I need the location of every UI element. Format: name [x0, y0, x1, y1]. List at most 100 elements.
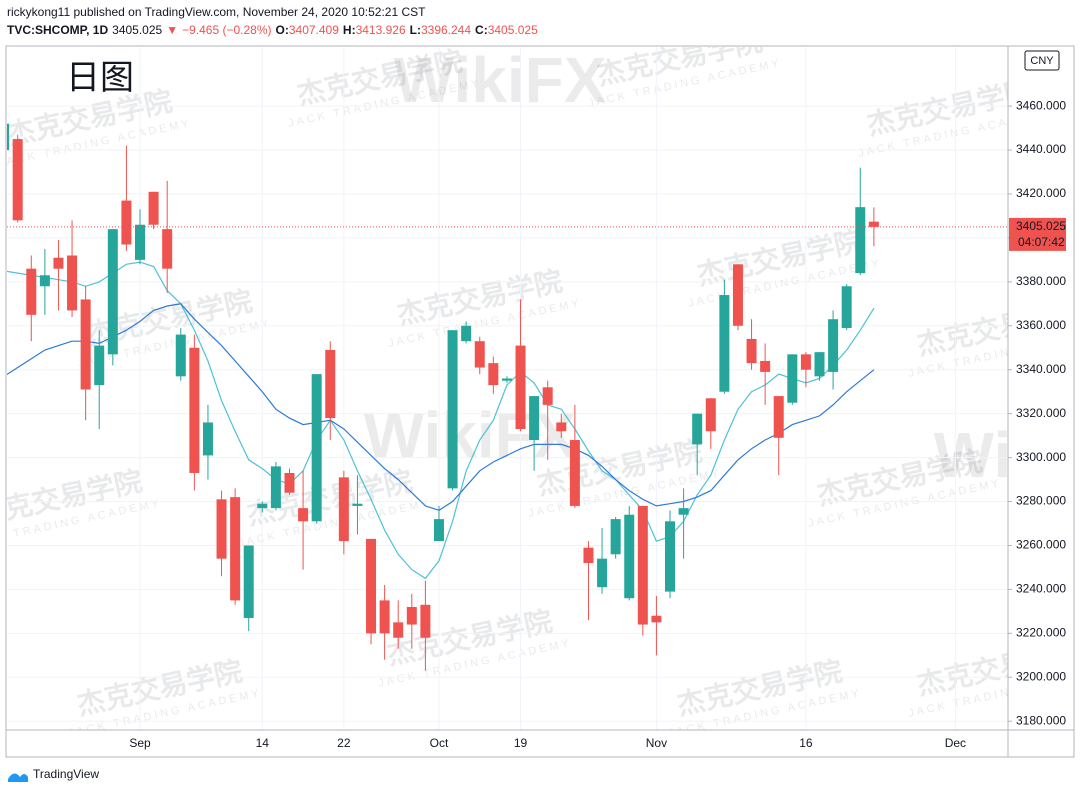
- candle-body: [162, 229, 173, 269]
- candle-body: [868, 221, 879, 227]
- candle-body: [26, 268, 37, 315]
- logo-icon: [8, 773, 28, 782]
- candle-body: [202, 422, 213, 456]
- last-price-box: [1009, 217, 1066, 251]
- candle-body: [135, 224, 145, 260]
- y-tick-label: 3360.000: [1016, 318, 1066, 332]
- candle-body: [800, 354, 811, 370]
- countdown-label: 04:07:42: [1018, 235, 1065, 249]
- candle-body: [53, 257, 64, 269]
- author-line: rickykong11 published on TradingView.com…: [7, 5, 426, 19]
- x-tick-label: 14: [256, 736, 270, 750]
- candle-body: [433, 519, 444, 542]
- axes: 3180.000 3200.000 3220.000 3240.000 3260.000…: [129, 98, 1066, 750]
- candle-body: [67, 255, 78, 311]
- candle-body: [515, 345, 526, 430]
- candle-body: [284, 472, 295, 493]
- candle-body: [216, 499, 227, 559]
- x-tick-label: Sep: [129, 736, 151, 750]
- candle-body: [841, 286, 852, 328]
- candle-body: [732, 264, 743, 326]
- candle-body: [637, 505, 648, 625]
- candle-body: [230, 497, 241, 601]
- x-tick-label: Nov: [646, 736, 667, 750]
- chart-frame: [5, 45, 1075, 758]
- x-tick-label: Oct: [430, 736, 449, 750]
- candle-body: [855, 207, 866, 274]
- change-arrow: ▼: [166, 23, 178, 37]
- candle-body: [148, 191, 159, 225]
- candle-body: [529, 396, 540, 441]
- x-tick-label: Dec: [945, 736, 966, 750]
- ohlc-key: L:: [410, 23, 421, 37]
- y-tick-label: 3380.000: [1016, 274, 1066, 288]
- y-tick-label: 3180.000: [1016, 713, 1066, 727]
- candle-body: [366, 538, 377, 634]
- candle-body: [461, 325, 472, 342]
- candle-body: [787, 354, 798, 403]
- candle-body: [7, 123, 10, 151]
- candle-body: [746, 338, 757, 364]
- x-tick-label: 16: [799, 736, 813, 750]
- ohlc-key: O:: [276, 23, 289, 37]
- chart-title: 日图: [66, 59, 134, 97]
- candle-body: [298, 508, 309, 522]
- candle-body: [175, 334, 186, 377]
- y-tick-label: 3280.000: [1016, 494, 1066, 508]
- candle-body: [474, 341, 485, 368]
- candle-body: [773, 396, 784, 438]
- candle-body: [760, 360, 771, 372]
- x-tick-label: 19: [514, 736, 528, 750]
- candle-body: [39, 275, 50, 287]
- y-tick-label: 3320.000: [1016, 406, 1066, 420]
- footer-brand: TradingView: [33, 767, 99, 781]
- ohlc-value: 3396.244: [421, 23, 471, 37]
- candle-body: [447, 330, 458, 489]
- symbol: TVC:SHCOMP, 1D: [7, 23, 108, 37]
- candle-body: [501, 378, 512, 381]
- y-tick-label: 3220.000: [1016, 626, 1066, 640]
- candle-body: [406, 606, 417, 625]
- candle-body: [814, 352, 825, 377]
- last-price-label: 3405.025: [1016, 219, 1066, 233]
- candle-body: [678, 508, 689, 515]
- candle-body: [828, 319, 839, 372]
- candle-body: [610, 519, 621, 555]
- candle-body: [338, 477, 349, 542]
- candle-body: [243, 545, 254, 618]
- candle-body: [665, 521, 676, 592]
- candle-body: [393, 622, 404, 638]
- candle-body: [12, 139, 23, 221]
- y-tick-label: 3420.000: [1016, 186, 1066, 200]
- currency-badge: [1024, 50, 1060, 71]
- y-tick-label: 3340.000: [1016, 362, 1066, 376]
- last-value: 3405.025: [112, 23, 162, 37]
- candle-body: [583, 547, 594, 564]
- grid: [7, 47, 1008, 730]
- candle-body: [257, 503, 268, 509]
- candle-body: [556, 422, 567, 432]
- symbol-line: TVC:SHCOMP, 1D 3405.025 ▼ −9.465 (−0.28%) O:…: [7, 23, 538, 37]
- y-tick-label: 3260.000: [1016, 538, 1066, 552]
- ohlc-value: 3413.926: [356, 23, 406, 37]
- candle-body: [121, 200, 132, 245]
- candle-body: [420, 604, 431, 638]
- candle-body: [107, 229, 118, 355]
- watermark-brand: WikiFX: [394, 44, 607, 116]
- candle-body: [624, 514, 635, 599]
- candle-body: [719, 295, 730, 392]
- candle-body: [189, 347, 200, 473]
- y-tick-label: 3460.000: [1016, 98, 1066, 112]
- candle-body: [651, 615, 662, 623]
- change: −9.465 (−0.28%): [182, 23, 271, 37]
- footer-logo: TradingView: [8, 767, 99, 782]
- y-tick-label: 3300.000: [1016, 450, 1066, 464]
- candle-body: [352, 503, 363, 506]
- y-tick-label: 3240.000: [1016, 582, 1066, 596]
- candle-body: [311, 374, 322, 522]
- ohlc-value: 3407.409: [289, 23, 339, 37]
- x-tick-label: 22: [337, 736, 351, 750]
